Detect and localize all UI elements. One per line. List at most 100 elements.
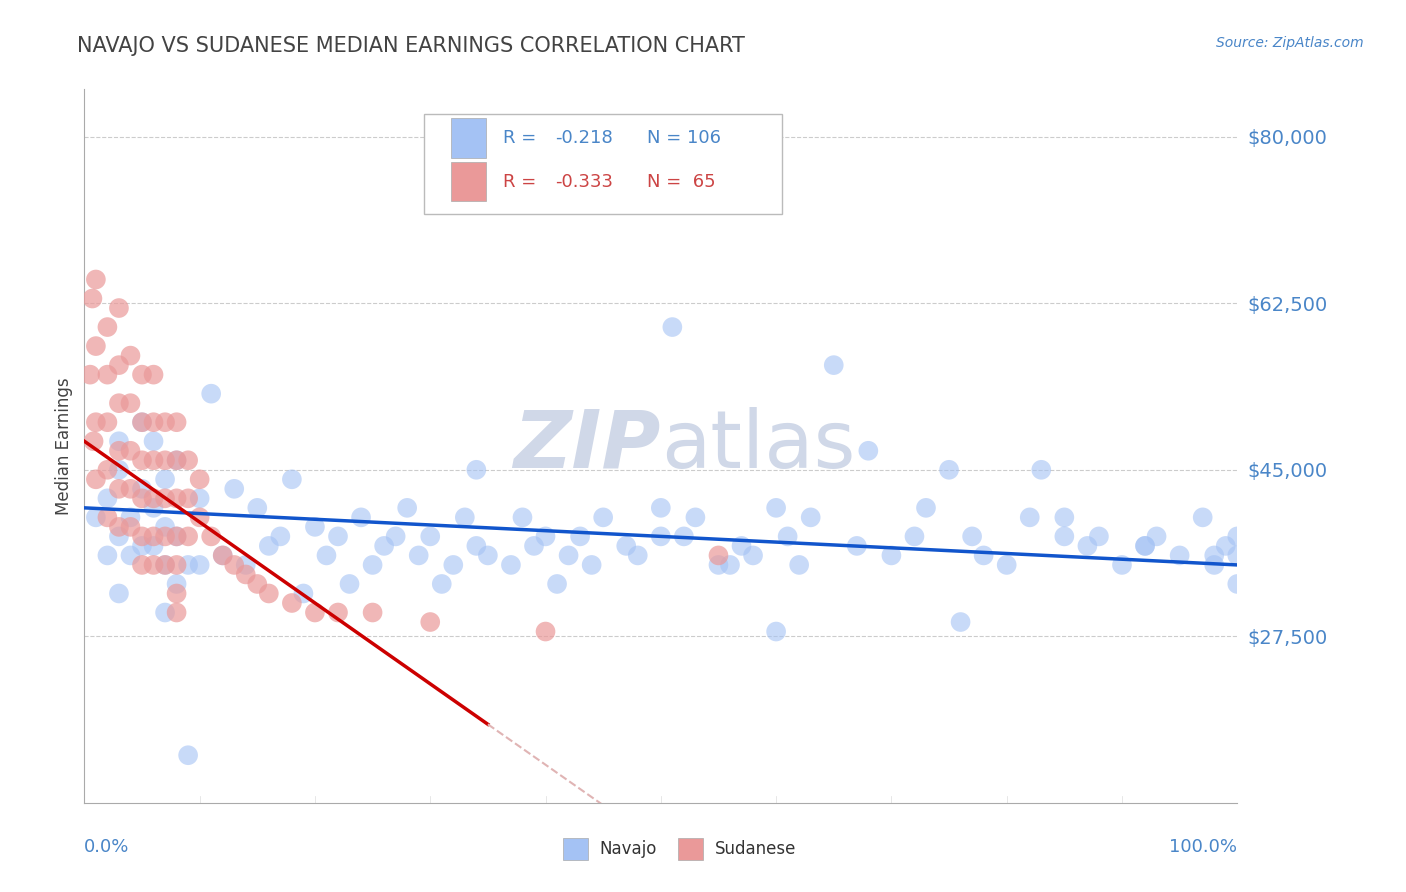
Point bbox=[166, 558, 188, 572]
Point bbox=[373, 539, 395, 553]
Point bbox=[188, 510, 211, 524]
Point bbox=[224, 482, 246, 496]
Point bbox=[200, 529, 222, 543]
Point bbox=[108, 529, 131, 543]
Point bbox=[188, 491, 211, 506]
Point bbox=[96, 368, 118, 382]
Text: Sudanese: Sudanese bbox=[716, 840, 796, 858]
Point bbox=[108, 434, 131, 449]
Point bbox=[707, 558, 730, 572]
Text: R =: R = bbox=[503, 129, 536, 147]
Point bbox=[765, 500, 787, 515]
Point bbox=[131, 482, 153, 496]
Point bbox=[1088, 529, 1111, 543]
Point bbox=[361, 606, 384, 620]
Point bbox=[1191, 510, 1213, 524]
Point bbox=[131, 368, 153, 382]
Point bbox=[166, 453, 188, 467]
Point bbox=[672, 529, 695, 543]
Y-axis label: Median Earnings: Median Earnings bbox=[55, 377, 73, 515]
Point bbox=[142, 415, 165, 429]
Point bbox=[557, 549, 579, 563]
Point bbox=[534, 624, 557, 639]
Point bbox=[650, 529, 672, 543]
Text: Source: ZipAtlas.com: Source: ZipAtlas.com bbox=[1216, 36, 1364, 50]
Point bbox=[430, 577, 453, 591]
Point bbox=[153, 606, 176, 620]
Point bbox=[384, 529, 406, 543]
Point bbox=[685, 510, 707, 524]
Point bbox=[419, 529, 441, 543]
Point bbox=[304, 520, 326, 534]
Point bbox=[120, 349, 142, 363]
Text: N =  65: N = 65 bbox=[647, 173, 716, 191]
Point bbox=[166, 529, 188, 543]
Point bbox=[131, 415, 153, 429]
Bar bbox=[451, 119, 485, 158]
Point bbox=[1226, 549, 1249, 563]
Text: NAVAJO VS SUDANESE MEDIAN EARNINGS CORRELATION CHART: NAVAJO VS SUDANESE MEDIAN EARNINGS CORRE… bbox=[77, 36, 745, 55]
Point bbox=[257, 586, 280, 600]
Point bbox=[650, 500, 672, 515]
Point bbox=[730, 539, 752, 553]
Point bbox=[96, 415, 118, 429]
Bar bbox=[451, 162, 485, 202]
Point bbox=[142, 539, 165, 553]
Point bbox=[1076, 539, 1098, 553]
Point bbox=[718, 558, 741, 572]
Point bbox=[304, 606, 326, 620]
Point bbox=[166, 491, 188, 506]
Point bbox=[153, 472, 176, 486]
Point bbox=[765, 624, 787, 639]
Point bbox=[326, 529, 349, 543]
Point bbox=[120, 482, 142, 496]
Point bbox=[166, 415, 188, 429]
Point bbox=[84, 339, 107, 353]
Point bbox=[614, 539, 637, 553]
Point bbox=[96, 549, 118, 563]
Point bbox=[973, 549, 995, 563]
Point bbox=[292, 586, 315, 600]
Point bbox=[1053, 529, 1076, 543]
Text: R =: R = bbox=[503, 173, 536, 191]
Point bbox=[1133, 539, 1156, 553]
Point bbox=[108, 586, 131, 600]
Point bbox=[79, 368, 101, 382]
Text: N = 106: N = 106 bbox=[647, 129, 721, 147]
Point bbox=[131, 453, 153, 467]
Point bbox=[120, 443, 142, 458]
Point bbox=[707, 549, 730, 563]
Point bbox=[131, 558, 153, 572]
Point bbox=[441, 558, 464, 572]
Point bbox=[1226, 529, 1249, 543]
Point bbox=[108, 301, 131, 315]
Text: Navajo: Navajo bbox=[600, 840, 657, 858]
Point bbox=[224, 558, 246, 572]
Point bbox=[1204, 549, 1226, 563]
Point bbox=[84, 415, 107, 429]
Text: -0.333: -0.333 bbox=[555, 173, 613, 191]
Point bbox=[166, 586, 188, 600]
Point bbox=[153, 558, 176, 572]
Point bbox=[177, 453, 200, 467]
Point bbox=[96, 491, 118, 506]
Point bbox=[408, 549, 430, 563]
Point bbox=[177, 558, 200, 572]
Point bbox=[1146, 529, 1168, 543]
Point bbox=[512, 510, 534, 524]
Point bbox=[845, 539, 868, 553]
Point bbox=[915, 500, 938, 515]
Point bbox=[131, 415, 153, 429]
Point bbox=[96, 463, 118, 477]
Point bbox=[787, 558, 810, 572]
Point bbox=[465, 463, 488, 477]
Point bbox=[1031, 463, 1053, 477]
Point bbox=[177, 748, 200, 763]
Point bbox=[211, 549, 233, 563]
Text: 100.0%: 100.0% bbox=[1170, 838, 1237, 856]
Point bbox=[326, 606, 349, 620]
Point bbox=[120, 520, 142, 534]
Point bbox=[153, 491, 176, 506]
Point bbox=[142, 529, 165, 543]
Point bbox=[315, 549, 337, 563]
